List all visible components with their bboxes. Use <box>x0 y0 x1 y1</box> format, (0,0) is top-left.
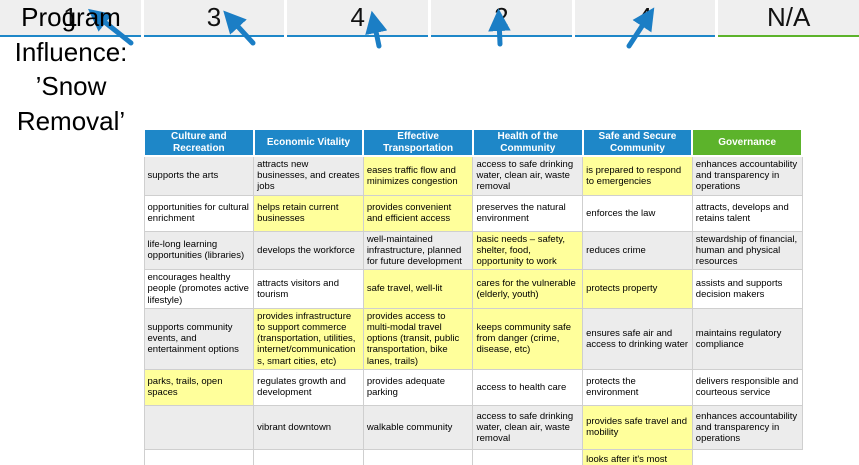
score-value-economic-vitality: 3 <box>143 0 285 35</box>
matrix-cell: delivers responsible and courteous servi… <box>691 368 803 406</box>
matrix-cell: cares for the vulnerable (elderly, youth… <box>472 269 584 309</box>
matrix-cell: safe travel, well-lit <box>362 269 474 309</box>
program-title-line: Influence: <box>14 36 128 67</box>
matrix-cell-empty <box>253 448 364 465</box>
matrix-row: looks after it's most vulnerable <box>143 448 802 465</box>
matrix-cell: provides safe travel and mobility <box>582 404 693 450</box>
matrix-cell: regulates growth and development <box>253 368 364 406</box>
matrix-header-culture-and-recreation: Culture and Recreation <box>143 128 255 157</box>
matrix-cell: encourages healthy people (promotes acti… <box>143 269 255 309</box>
program-title-line: ’Snow <box>35 71 107 102</box>
matrix-cell: attracts new businesses, and creates job… <box>253 155 364 196</box>
matrix-cell: life-long learning opportunities (librar… <box>143 230 255 271</box>
matrix-cell: assists and supports decision makers <box>691 269 803 309</box>
up-arrow-health <box>488 8 511 47</box>
matrix-cell: walkable community <box>362 404 474 450</box>
matrix-cell: ensures safe air and access to drinking … <box>582 307 693 370</box>
matrix-cell-empty <box>692 449 802 465</box>
influence-arrows <box>87 7 655 49</box>
matrix-cell: supports the arts <box>143 155 255 196</box>
matrix-cell: access to health care <box>472 368 584 406</box>
matrix-cell: protects the environment <box>582 368 693 406</box>
matrix-header-health-of-the-community: Health of the Community <box>471 128 584 157</box>
matrix-cell: enforces the law <box>582 194 693 232</box>
matrix-row: supports community events, and entertain… <box>143 307 803 370</box>
program-title-line: Program <box>21 2 121 32</box>
matrix-cell: vibrant downtown <box>253 404 364 450</box>
matrix-cell: eases traffic flow and minimizes congest… <box>362 155 474 196</box>
matrix-header-economic-vitality: Economic Vitality <box>252 128 365 157</box>
matrix-cell: provides access to multi-modal travel op… <box>362 307 474 370</box>
matrix-cell: supports community events, and entertain… <box>143 307 255 370</box>
matrix-cell: helps retain current businesses <box>253 194 364 232</box>
matrix-cell: well-maintained infrastructure, planned … <box>362 230 474 271</box>
matrix-row: encourages healthy people (promotes acti… <box>143 269 803 309</box>
matrix-cell-empty <box>362 448 474 465</box>
up-arrow-economic <box>223 10 256 46</box>
matrix-row: opportunities for cultural enrichment hel… <box>143 194 803 232</box>
up-arrow-culture <box>87 8 134 46</box>
matrix-header-governance: Governance <box>691 128 803 157</box>
matrix-cell-empty <box>472 448 584 465</box>
program-title: Program Influence: ’Snow Removal’ <box>0 0 142 138</box>
matrix-cell-empty <box>143 448 255 465</box>
matrix-cell: looks after it's most vulnerable <box>582 448 693 465</box>
matrix-cell: attracts visitors and tourism <box>253 269 364 309</box>
matrix-cell: provides adequate parking <box>362 368 474 406</box>
matrix-cell: protects property <box>582 269 693 309</box>
matrix-cell: parks, trails, open spaces <box>143 368 255 406</box>
matrix-cell: maintains regulatory compliance <box>691 307 803 370</box>
matrix-cell: access to safe drinking water, clean air… <box>472 155 584 196</box>
matrix-header-safe-and-secure-community: Safe and Secure Community <box>581 128 694 157</box>
matrix-row: parks, trails, open spaces regulates grow… <box>143 368 803 406</box>
matrix-cell: keeps community safe from danger (crime,… <box>472 307 584 370</box>
matrix-header-row: Culture and Recreation Economic Vitality E… <box>143 128 803 157</box>
matrix-cell: enhances accountability and transparency… <box>691 155 803 196</box>
matrix-cell: enhances accountability and transparency… <box>691 404 803 450</box>
matrix-cell: reduces crime <box>582 230 693 271</box>
matrix-cell: preserves the natural environment <box>472 194 584 232</box>
influence-matrix-table: Culture and Recreation Economic Vitality E… <box>143 128 803 465</box>
matrix-cell-empty <box>143 404 255 450</box>
matrix-row: life-long learning opportunities (librar… <box>143 230 803 271</box>
matrix-cell: access to safe drinking water, clean air… <box>472 404 584 450</box>
matrix-cell: opportunities for cultural enrichment <box>143 194 255 232</box>
up-arrow-transportation <box>365 10 388 49</box>
matrix-header-effective-transportation: Effective Transportation <box>362 128 474 157</box>
score-value-governance: N/A <box>718 0 859 35</box>
program-title-line: Removal’ <box>16 105 126 136</box>
matrix-cell: is prepared to respond to emergencies <box>582 155 693 196</box>
matrix-cell: basic needs – safety, shelter, food, opp… <box>472 230 584 271</box>
up-arrow-safe <box>626 7 655 49</box>
matrix-row: supports the arts attracts new businesses… <box>143 155 803 196</box>
score-value-effective-transportation: 4 <box>287 0 429 35</box>
matrix-cell: develops the workforce <box>253 230 364 271</box>
matrix-cell: provides convenient and efficient access <box>362 194 474 232</box>
matrix-row: vibrant downtown walkable community access… <box>143 404 803 450</box>
matrix-cell: provides infrastructure to support comme… <box>253 307 364 370</box>
matrix-cell: stewardship of financial, human and phys… <box>691 230 803 271</box>
matrix-cell: attracts, develops and retains talent <box>691 194 803 232</box>
